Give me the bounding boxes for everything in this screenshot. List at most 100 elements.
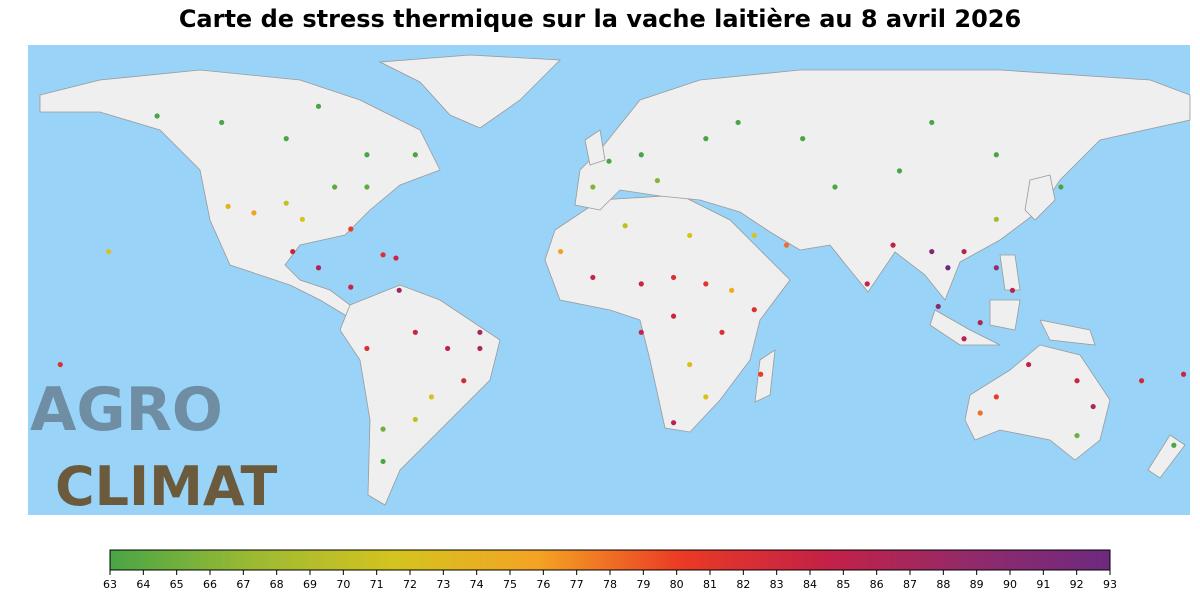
- station-point: [961, 336, 967, 342]
- colorbar-tick-label: 71: [370, 578, 384, 591]
- station-point: [290, 248, 296, 255]
- colorbar-tick-label: 67: [236, 578, 250, 591]
- colorbar-tick-label: 70: [336, 578, 350, 591]
- station-point: [251, 210, 257, 216]
- station-point: [461, 378, 467, 384]
- station-point: [428, 394, 435, 400]
- land: [39, 54, 1191, 506]
- station-point: [332, 184, 338, 190]
- station-point: [929, 119, 935, 126]
- station-point: [477, 345, 483, 352]
- colorbar-tick-label: 76: [536, 578, 550, 591]
- colorbar-tick-label: 72: [403, 578, 417, 591]
- station-point: [945, 265, 951, 271]
- station-point: [735, 119, 741, 126]
- colorbar-tick-label: 69: [303, 578, 317, 591]
- station-point: [977, 410, 983, 416]
- station-point: [1009, 287, 1016, 293]
- station-point: [800, 136, 806, 142]
- logo-top: AGRO: [30, 375, 223, 445]
- station-point: [977, 320, 983, 326]
- station-point: [758, 371, 764, 377]
- station-point: [687, 232, 693, 239]
- station-point: [364, 152, 370, 158]
- station-point: [783, 242, 790, 248]
- station-point: [590, 274, 596, 281]
- station-point: [315, 103, 322, 109]
- station-point: [832, 184, 838, 190]
- colorbar-tick-label: 73: [436, 578, 450, 591]
- station-point: [590, 184, 596, 190]
- station-point: [993, 152, 999, 158]
- station-point: [729, 287, 735, 293]
- colorbar-tick-label: 87: [903, 578, 917, 591]
- station-point: [225, 203, 231, 210]
- station-point: [348, 226, 354, 232]
- colorbar-tick-label: 91: [1036, 578, 1050, 591]
- station-point: [1090, 403, 1096, 410]
- station-point: [670, 313, 677, 319]
- colorbar-tick-label: 84: [803, 578, 817, 591]
- colorbar-tick-label: 83: [770, 578, 784, 591]
- station-point: [412, 152, 418, 158]
- stations: [57, 103, 1187, 465]
- station-point: [703, 394, 709, 400]
- colorbar-tick-label: 85: [836, 578, 850, 591]
- station-point: [993, 216, 999, 222]
- station-point: [1171, 442, 1177, 448]
- colorbar-tick-label: 81: [703, 578, 717, 591]
- colorbar-tick-label: 92: [1070, 578, 1084, 591]
- station-point: [380, 458, 386, 465]
- station-point: [1058, 184, 1064, 190]
- station-point: [703, 281, 709, 287]
- station-point: [935, 303, 941, 310]
- logo-bottom: CLIMAT: [55, 455, 277, 518]
- colorbar-tick-label: 80: [670, 578, 684, 591]
- station-point: [393, 255, 399, 261]
- title: Carte de stress thermique sur la vache l…: [179, 5, 1021, 33]
- station-point: [864, 281, 870, 287]
- colorbar-tick-label: 82: [736, 578, 750, 591]
- colorbar-tick-label: 93: [1103, 578, 1117, 591]
- station-point: [283, 136, 289, 142]
- colorbar-tick-label: 88: [936, 578, 950, 591]
- station-point: [380, 252, 386, 258]
- colorbar-tick-label: 68: [270, 578, 284, 591]
- station-point: [1026, 361, 1032, 368]
- station-point: [606, 158, 612, 164]
- colorbar-tick-label: 66: [203, 578, 217, 591]
- station-point: [57, 361, 63, 368]
- station-point: [638, 281, 644, 287]
- station-point: [445, 345, 451, 352]
- station-point: [557, 248, 564, 255]
- colorbar-tick-label: 77: [570, 578, 584, 591]
- colorbar-tick-label: 89: [970, 578, 984, 591]
- station-point: [670, 420, 677, 426]
- colorbar: [109, 549, 1111, 571]
- station-point: [315, 265, 322, 271]
- station-point: [348, 284, 354, 290]
- station-point: [654, 177, 661, 184]
- station-point: [622, 223, 628, 229]
- station-point: [993, 265, 999, 271]
- station-point: [412, 329, 418, 335]
- station-point: [380, 426, 386, 432]
- station-point: [299, 216, 305, 222]
- station-point: [106, 248, 112, 255]
- station-point: [477, 329, 483, 335]
- station-point: [396, 287, 402, 293]
- station-point: [687, 361, 693, 368]
- station-point: [638, 329, 644, 335]
- station-point: [364, 184, 370, 190]
- colorbar-tick-label: 64: [136, 578, 150, 591]
- colorbar-tick-label: 78: [603, 578, 617, 591]
- colorbar-tick-label: 75: [503, 578, 517, 591]
- station-point: [961, 248, 967, 255]
- colorbar-tick-label: 63: [103, 578, 117, 591]
- station-point: [890, 242, 896, 248]
- station-point: [1074, 432, 1080, 439]
- station-point: [412, 416, 418, 423]
- station-point: [751, 232, 757, 239]
- station-point: [703, 136, 709, 142]
